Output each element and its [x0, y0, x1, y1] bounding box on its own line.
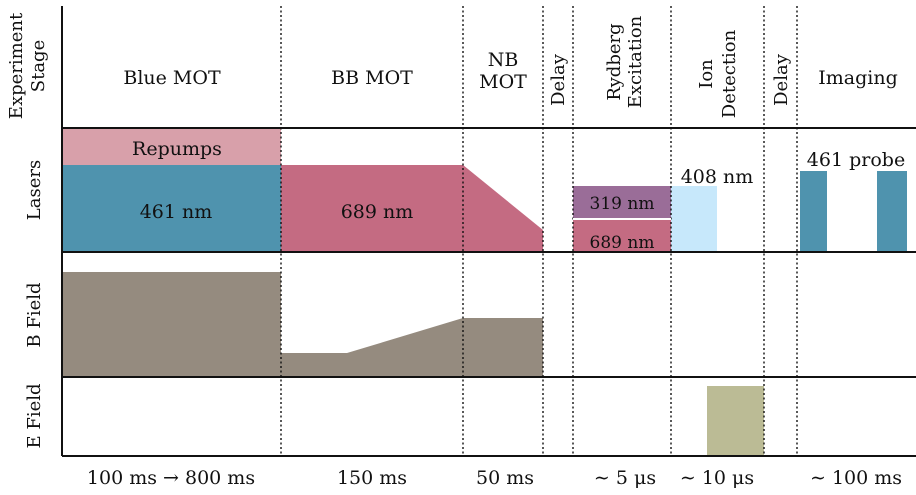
- label-408nm: 408 nm: [681, 166, 754, 188]
- label-461-probe: 461 probe: [807, 149, 905, 171]
- label-repumps: Repumps: [132, 138, 222, 160]
- stage-imaging: Imaging: [818, 67, 898, 89]
- label-689nm-ryd: 689 nm: [590, 233, 655, 253]
- laser-408-bar: [671, 186, 717, 251]
- e-field-pulse: [707, 386, 764, 456]
- stage-nb-mot-line1: NB: [488, 49, 519, 71]
- stage-blue-mot: Blue MOT: [123, 67, 221, 89]
- duration-blue-mot: 100 ms → 800 ms: [87, 467, 255, 489]
- row-label-stage-line1: Experiment: [6, 12, 27, 119]
- duration-rydberg: ∼ 5 μs: [594, 467, 656, 489]
- repumps-bar: [62, 128, 281, 165]
- stage-delay-1: Delay: [548, 53, 569, 106]
- label-461nm: 461 nm: [140, 201, 213, 223]
- grid-lines: [61, 6, 916, 457]
- laser-461-bar: [62, 165, 281, 251]
- probe-pulse-2: [877, 171, 907, 251]
- stage-delay-2: Delay: [771, 53, 792, 106]
- duration-bb-mot: 150 ms: [337, 467, 407, 489]
- duration-nb-mot: 50 ms: [476, 467, 534, 489]
- stage-ion-line2: Detection: [719, 29, 740, 118]
- stage-rydberg-line1: Rydberg: [604, 23, 625, 100]
- label-319nm: 319 nm: [590, 194, 655, 214]
- laser-319-bar: [573, 186, 671, 218]
- duration-ion: ∼ 10 μs: [680, 467, 754, 489]
- probe-pulse-1: [800, 171, 827, 251]
- b-field-shape: [62, 272, 543, 377]
- stage-rydberg-line2: Excitation: [625, 15, 646, 108]
- row-label-e-field: E Field: [24, 383, 45, 448]
- row-label-stage-line2: Stage: [28, 40, 49, 92]
- label-689nm-bb: 689 nm: [341, 201, 414, 223]
- stage-nb-mot-line2: MOT: [479, 71, 527, 93]
- laser-689-bb-shape: [281, 165, 543, 251]
- stage-ion-line1: Ion: [696, 59, 717, 89]
- row-label-lasers: Lasers: [24, 160, 45, 220]
- stage-bb-mot: BB MOT: [331, 67, 413, 89]
- row-label-b-field: B Field: [24, 282, 45, 347]
- laser-689-ryd-bar: [573, 220, 671, 251]
- duration-imaging: ∼ 100 ms: [810, 467, 902, 489]
